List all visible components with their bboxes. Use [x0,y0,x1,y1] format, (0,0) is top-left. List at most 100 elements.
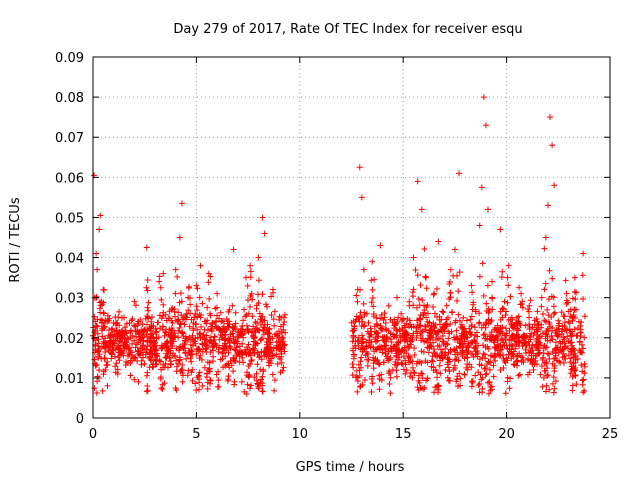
data-point [476,320,483,327]
data-point [550,303,557,310]
data-point [510,361,517,368]
data-point [497,326,504,333]
y-tick-label: 0.06 [55,171,84,186]
data-point [549,360,556,367]
data-point [161,380,168,387]
data-point [132,328,139,335]
data-point [512,338,519,345]
data-point [207,377,214,384]
data-point [253,305,260,312]
data-point [109,342,116,349]
data-point [399,347,406,354]
data-point [561,319,568,326]
data-point [519,354,526,361]
data-point [489,294,496,301]
data-point [196,379,203,386]
data-point [513,325,520,332]
data-point [444,341,451,348]
data-point [99,387,106,394]
data-point [207,326,214,333]
data-point [193,282,200,289]
data-point [131,322,138,329]
data-point [358,354,365,361]
data-point [100,323,107,330]
data-point [370,303,377,310]
data-point [539,383,546,390]
data-point [418,206,425,213]
data-point [369,295,376,302]
data-point [403,320,410,327]
data-point [406,343,413,350]
data-point [248,382,255,389]
data-point [253,370,260,377]
data-point [440,309,447,316]
data-point [131,298,138,305]
data-point [215,377,222,384]
data-point [542,335,549,342]
data-point [177,290,184,297]
data-point [424,375,431,382]
data-point [174,317,181,324]
data-point [129,332,136,339]
data-point [209,319,216,326]
data-point [540,345,547,352]
data-point [409,358,416,365]
data-point [419,328,426,335]
data-point [452,319,459,326]
data-point [449,309,456,316]
data-point [387,374,394,381]
data-point [94,266,101,273]
data-point [355,334,362,341]
data-point [416,379,423,386]
data-point [529,324,536,331]
data-point [538,294,545,301]
data-point [418,337,425,344]
data-point [435,238,442,245]
data-point [215,348,222,355]
data-point [115,354,122,361]
data-point [559,323,566,330]
data-point [193,387,200,394]
data-point [550,389,557,396]
data-point [132,344,139,351]
data-point [353,374,360,381]
data-point [226,335,233,342]
data-point [387,390,394,397]
data-point [188,348,195,355]
data-point [447,346,454,353]
data-point [173,368,180,375]
data-point [278,329,285,336]
data-point [160,301,167,308]
data-point [91,313,98,320]
data-point [460,314,467,321]
data-point [393,367,400,374]
data-point [502,325,509,332]
data-point [280,364,287,371]
data-point [192,321,199,328]
data-point [548,332,555,339]
data-point [560,359,567,366]
data-point [236,359,243,366]
data-point [144,387,151,394]
data-point [534,328,541,335]
data-point [524,306,531,313]
data-point [219,355,226,362]
data-point [541,245,548,252]
data-point [356,372,363,379]
data-point [204,304,211,311]
data-point [157,374,164,381]
data-point [281,348,288,355]
plot-frame [92,56,611,419]
data-point [252,339,259,346]
data-point [96,226,103,233]
data-point [371,276,378,283]
data-point [367,325,374,332]
data-point [162,360,169,367]
data-point [430,303,437,310]
data-point [207,376,214,383]
data-point [541,367,548,374]
data-point [552,339,559,346]
data-point [542,318,549,325]
data-point [149,346,156,353]
data-point [239,349,246,356]
